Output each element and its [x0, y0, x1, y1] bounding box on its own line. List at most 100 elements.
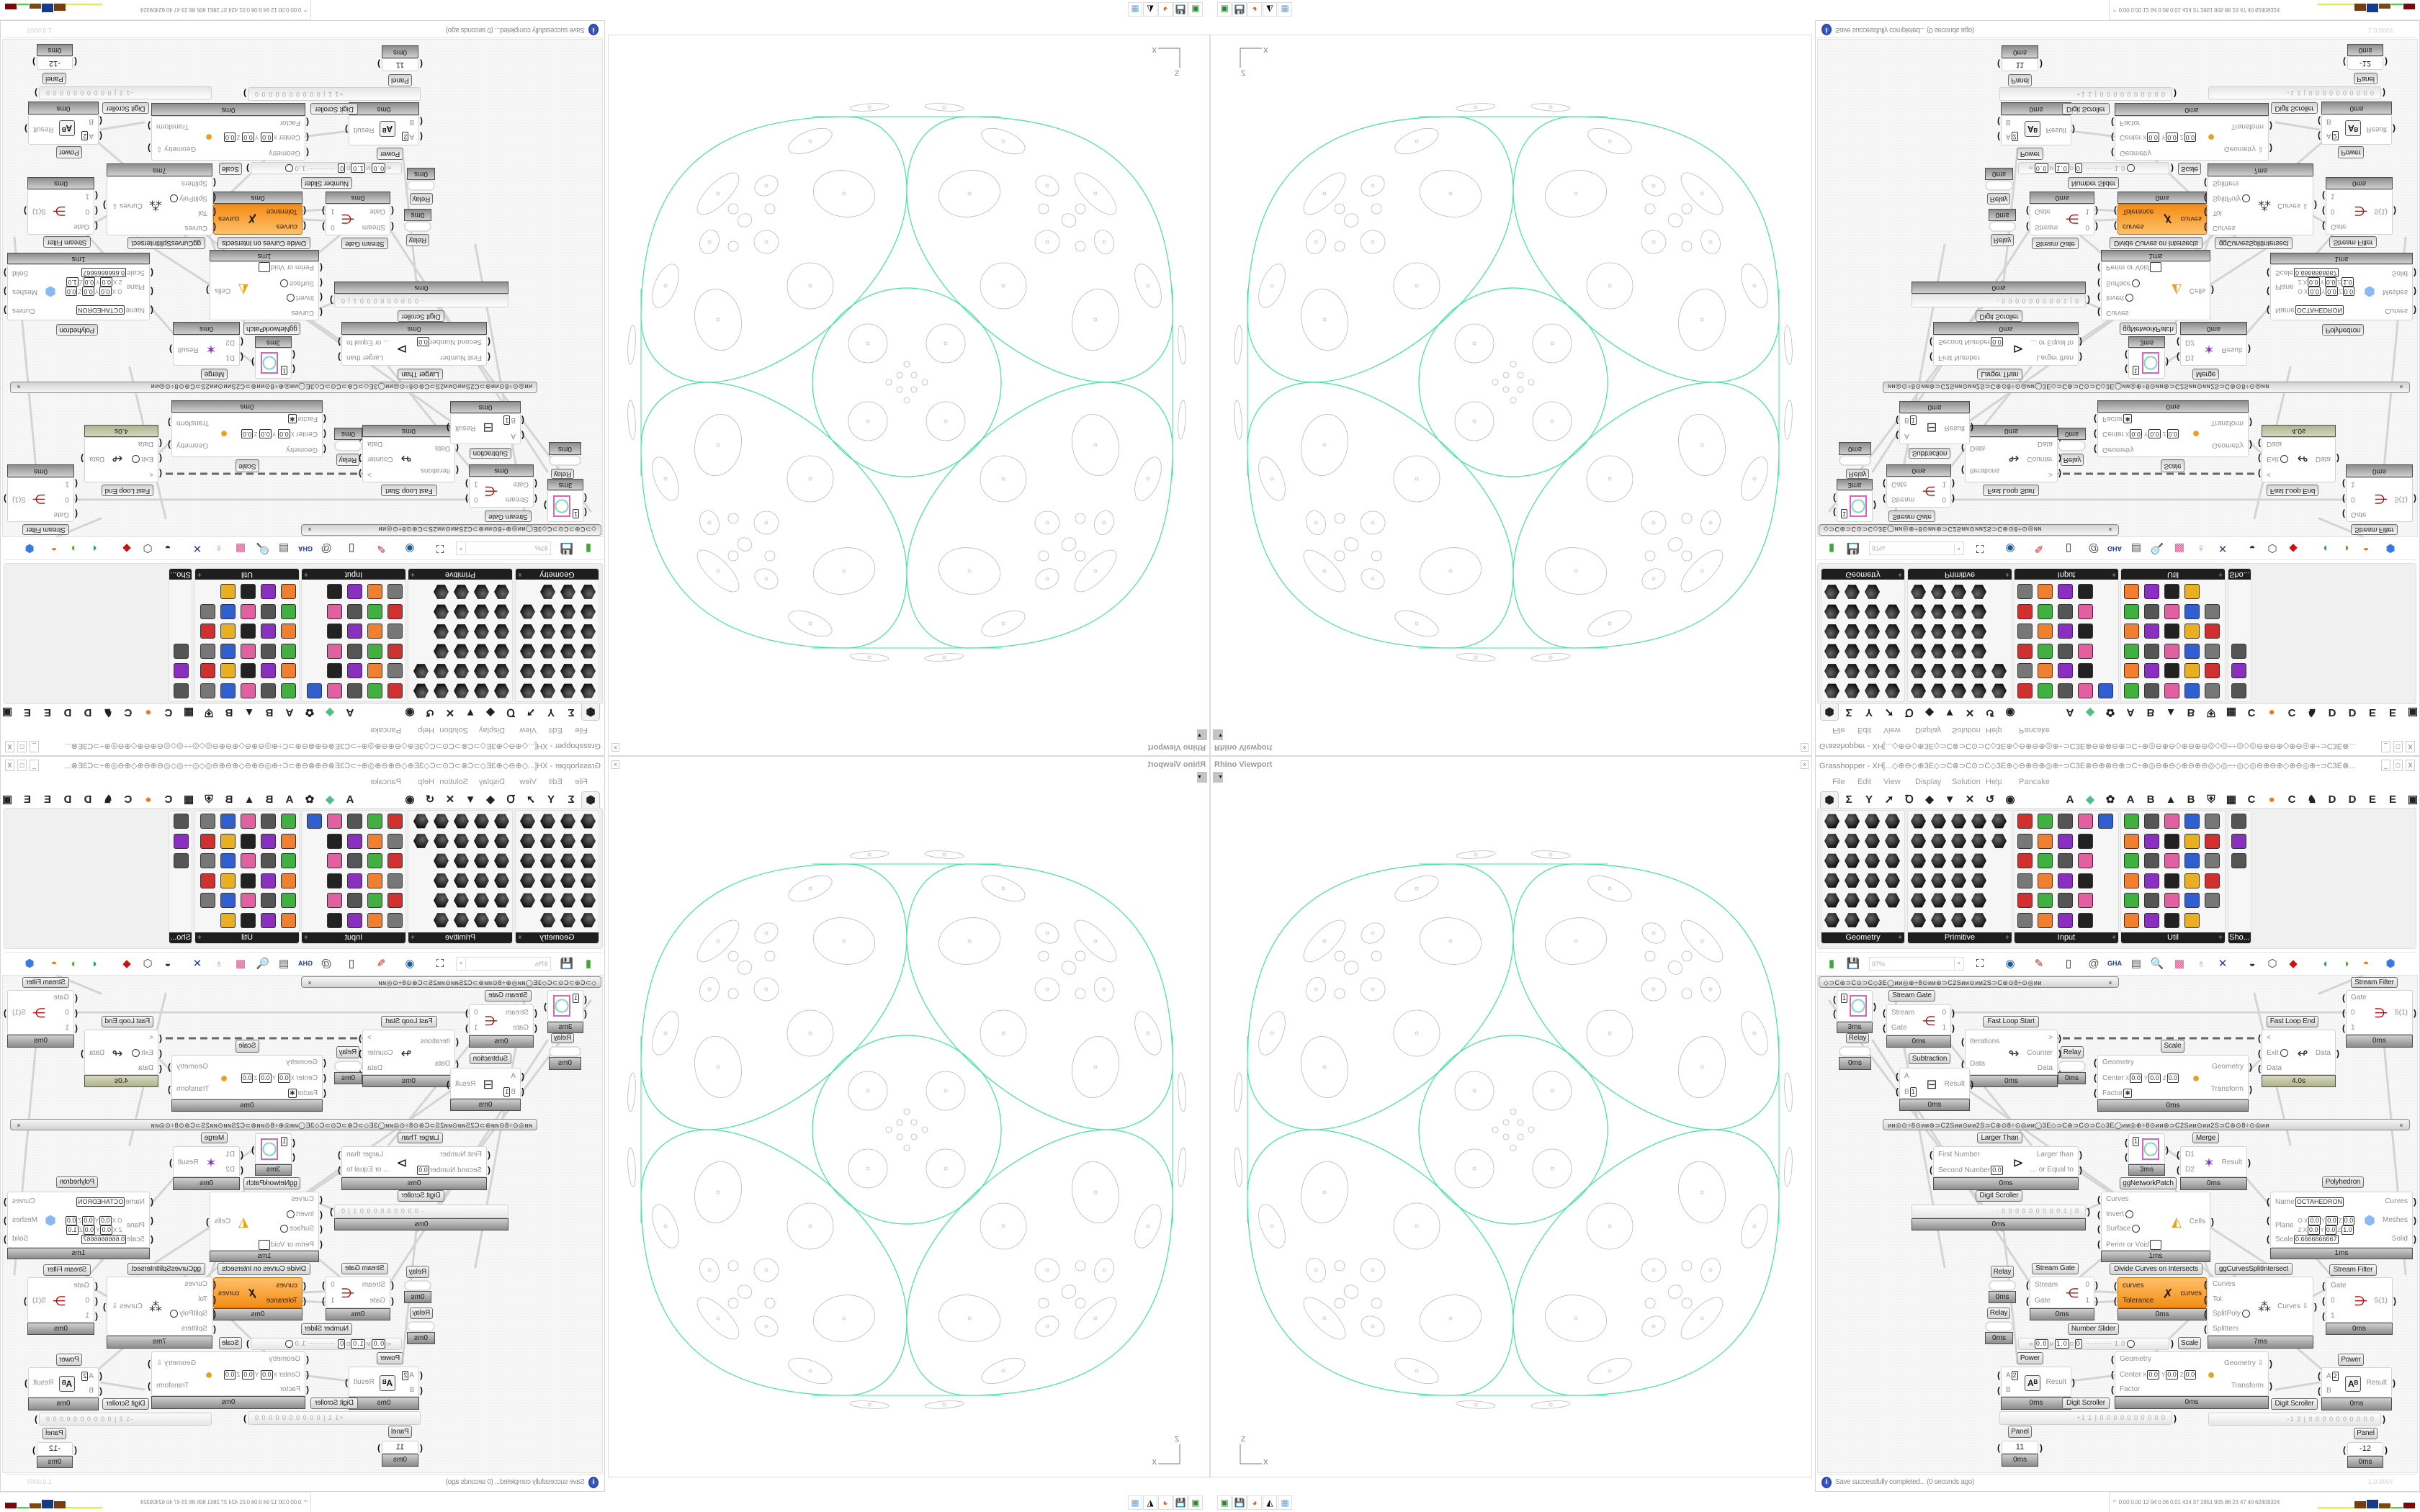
- swatch-2-value[interactable]: 1: [2133, 366, 2140, 375]
- input-grip[interactable]: (: [1883, 1023, 1886, 1034]
- output-grip[interactable]: ): [544, 500, 547, 510]
- relay-1[interactable]: [549, 455, 581, 466]
- gg-curves-split-label[interactable]: ggCurvesSplitIntersect: [127, 1263, 205, 1275]
- component-icon[interactable]: [2164, 833, 2179, 849]
- divide-curves[interactable]: (curves(Tolerance)curves✗: [210, 204, 306, 235]
- output-grip[interactable]: ): [2414, 1215, 2416, 1225]
- scale-2-label[interactable]: Scale: [219, 163, 242, 175]
- input-value-field[interactable]: ✱: [2123, 1088, 2132, 1098]
- power-2-label[interactable]: Power: [56, 146, 82, 158]
- input-grip[interactable]: (: [521, 431, 524, 441]
- input-value-field[interactable]: ✱: [2123, 414, 2132, 424]
- tab-c2[interactable]: C: [2287, 793, 2296, 806]
- input-grip[interactable]: (: [1833, 493, 1836, 503]
- output-grip[interactable]: ): [1971, 1079, 1973, 1089]
- output-grip[interactable]: ): [246, 163, 249, 174]
- coordinate-field[interactable]: 0.0: [2130, 429, 2142, 438]
- save-icon[interactable]: 💾: [1846, 958, 1860, 970]
- swatch-2-label[interactable]: ggNetworkPatch: [2120, 323, 2177, 335]
- component-icon[interactable]: [2038, 893, 2053, 908]
- component-icon[interactable]: [2017, 873, 2033, 888]
- divide-curves[interactable]: (curves(Tolerance)curves✗: [2114, 1277, 2210, 1308]
- output-grip[interactable]: ): [2087, 1206, 2090, 1217]
- output-grip[interactable]: ): [345, 1377, 348, 1387]
- panel-1-label[interactable]: Panel: [388, 1426, 412, 1438]
- output-grip[interactable]: ): [2314, 1302, 2317, 1312]
- number-slider-handle[interactable]: [2127, 163, 2136, 172]
- number-slider[interactable]: m0.0M1.0D01.0: [251, 1338, 402, 1350]
- merge[interactable]: (D1(D2) Result ✶: [2177, 1146, 2251, 1177]
- swatch-2[interactable]: 1((): [251, 348, 295, 379]
- panel-1[interactable]: 11(): [1997, 1441, 2043, 1454]
- input-grip[interactable]: (: [2342, 479, 2345, 490]
- number-slider-label[interactable]: Number Slider: [2068, 177, 2119, 189]
- input-grip[interactable]: (: [2204, 1279, 2207, 1290]
- output-grip[interactable]: ): [24, 1378, 27, 1388]
- input-grip[interactable]: (: [159, 469, 162, 480]
- output-grip[interactable]: ): [2058, 1048, 2061, 1058]
- output-grip[interactable]: ): [2414, 494, 2416, 504]
- output-grip[interactable]: ): [2383, 1414, 2385, 1424]
- output-grip[interactable]: ): [4, 1197, 6, 1207]
- swatch-2-value[interactable]: 1: [280, 1137, 287, 1146]
- fast-loop-start-label[interactable]: Fast Loop Start: [381, 1016, 437, 1027]
- stats-caret[interactable]: ^: [2113, 6, 2116, 13]
- digit-scroller-3[interactable]: -1 2 | 0 0 0 0 0 0 0 0 0 0: [39, 86, 212, 99]
- toggle-icon[interactable]: [132, 1048, 140, 1057]
- input-grip[interactable]: (: [2258, 469, 2261, 480]
- output-grip[interactable]: ): [2383, 88, 2385, 98]
- output-grip[interactable]: ): [168, 1061, 171, 1072]
- component-icon[interactable]: [1911, 913, 1926, 927]
- input-grip[interactable]: (: [2204, 1323, 2207, 1334]
- digit-scroller-1[interactable]: · 0 0 0 0 0 0 0 0 0 1 | 0: [1912, 294, 2086, 307]
- component-icon[interactable]: [1845, 873, 1860, 888]
- component-icon[interactable]: [1824, 873, 1839, 888]
- merge-label[interactable]: Merge: [2192, 369, 2219, 379]
- stream-gate-2[interactable]: (Stream(Gate) 0) 1 ⋲: [322, 1277, 394, 1308]
- relay-4-label[interactable]: Relay: [1987, 193, 2010, 204]
- stats-caret[interactable]: ^: [304, 6, 307, 13]
- input-grip[interactable]: (: [521, 1086, 524, 1097]
- digit-scroller-3-label[interactable]: Digit Scroller: [2271, 102, 2318, 114]
- more-tabs[interactable]: ▣: [2407, 793, 2419, 806]
- output-grip[interactable]: ): [465, 478, 468, 489]
- output-grip[interactable]: ): [1873, 500, 1876, 510]
- swatch-1-value[interactable]: 1: [572, 994, 579, 1003]
- input-grip[interactable]: (: [292, 1138, 295, 1148]
- output-grip[interactable]: ): [359, 1032, 362, 1043]
- output-grip[interactable]: ): [206, 1217, 209, 1227]
- window-icon[interactable]: ▤: [2130, 958, 2142, 970]
- input-grip[interactable]: (: [159, 1048, 162, 1058]
- stream-filter-2-label[interactable]: Stream Filter: [43, 236, 91, 248]
- input-grip[interactable]: (: [2111, 147, 2114, 158]
- stream-gate-2-label[interactable]: Stream Gate: [2032, 238, 2079, 249]
- gha-icon[interactable]: GHA: [2107, 960, 2122, 967]
- number-slider-decimals-field[interactable]: 0: [338, 163, 346, 173]
- input-grip[interactable]: (: [2204, 1309, 2207, 1320]
- fast-loop-start-label[interactable]: Fast Loop Start: [1983, 485, 2039, 496]
- input-grip[interactable]: (: [1930, 336, 1932, 347]
- component-icon[interactable]: [2058, 893, 2073, 908]
- input-grip[interactable]: (: [2097, 1224, 2100, 1235]
- coordinate-field[interactable]: 0.0: [242, 1370, 254, 1380]
- input-grip[interactable]: (: [420, 59, 423, 69]
- component-icon[interactable]: [2164, 853, 2179, 868]
- component-icon[interactable]: [1865, 893, 1880, 908]
- fast-loop-end-label[interactable]: Fast Loop End: [102, 485, 153, 496]
- relay-1[interactable]: [1839, 1046, 1871, 1057]
- search-icon[interactable]: 🔍: [2150, 958, 2164, 970]
- panel-expand-icon[interactable]: +: [2112, 934, 2116, 942]
- zoom-level-field[interactable]: 97% ▾: [1869, 957, 1964, 971]
- output-grip[interactable]: ): [24, 206, 27, 217]
- coordinate-field[interactable]: 0.0: [65, 287, 78, 296]
- fast-loop-start[interactable]: (Iterations(Data)>)Counter)Data↬: [1961, 437, 2061, 482]
- stream-gate-2-label[interactable]: Stream Gate: [341, 238, 388, 249]
- component-icon[interactable]: [2124, 814, 2139, 829]
- input-grip[interactable]: (: [420, 132, 423, 143]
- output-grip[interactable]: ): [251, 357, 254, 367]
- menu-pancake[interactable]: Pancake: [2019, 778, 2050, 786]
- input-grip[interactable]: (: [2258, 1063, 2261, 1074]
- tab-c1[interactable]: C: [2247, 793, 2256, 806]
- component-icon[interactable]: [2038, 912, 2053, 928]
